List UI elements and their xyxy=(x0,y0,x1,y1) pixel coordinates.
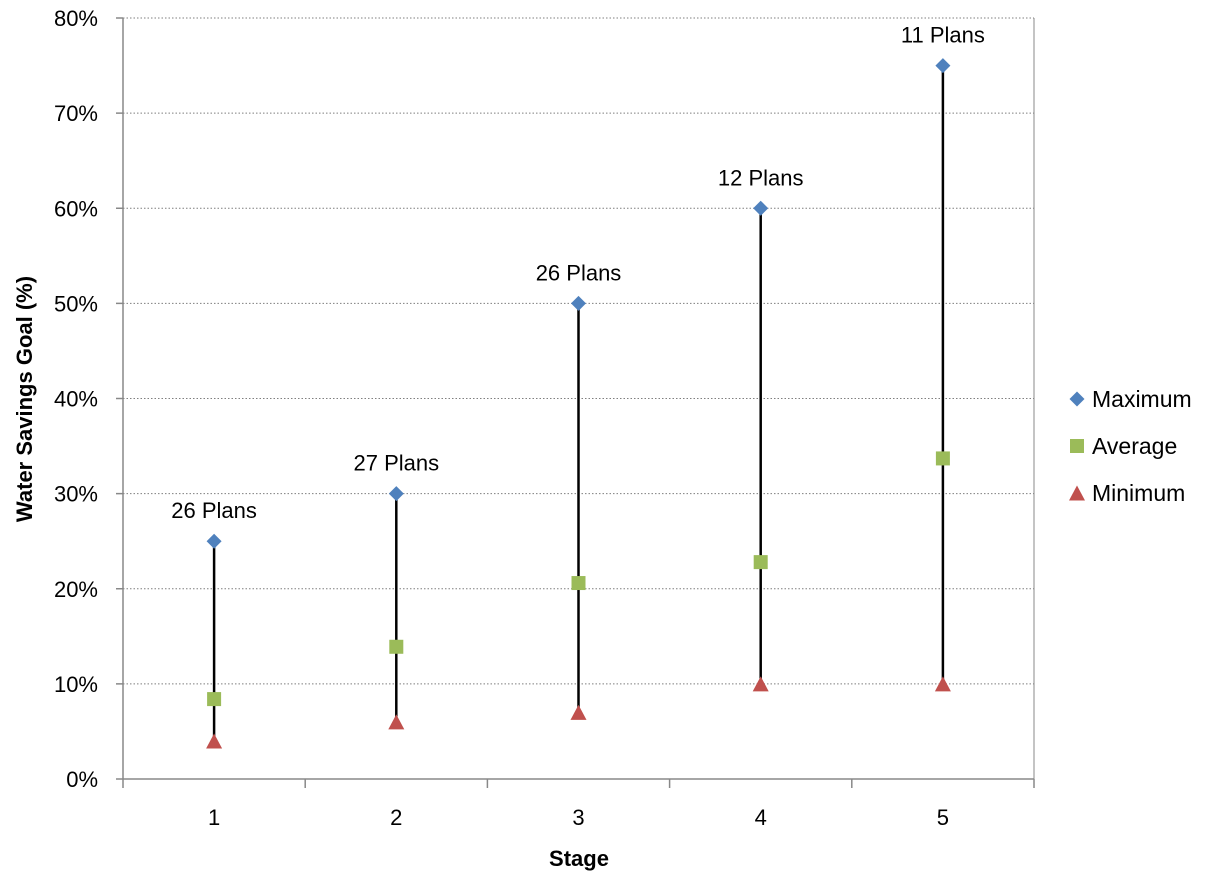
x-tick-label: 3 xyxy=(572,805,584,830)
point-average xyxy=(389,639,404,654)
point-minimum xyxy=(206,733,223,749)
point-minimum xyxy=(752,676,769,692)
y-tick-label: 10% xyxy=(54,672,98,697)
point-average xyxy=(571,576,586,591)
point-maximum xyxy=(753,200,769,216)
point-minimum xyxy=(570,704,587,720)
point-average xyxy=(935,451,950,466)
data-marks xyxy=(206,58,951,749)
point-minimum xyxy=(934,676,951,692)
axes-layer: 0% 10% 20% 30% 40% 50% 60% 70% 80% 1 2 3 4 5 xyxy=(54,6,1035,830)
y-tick-label: 20% xyxy=(54,577,98,602)
plan-count-label: 11 Plans xyxy=(901,23,985,48)
point-average xyxy=(753,555,768,570)
x-tick-label: 5 xyxy=(937,805,949,830)
legend-label-minimum: Minimum xyxy=(1092,480,1185,506)
point-maximum xyxy=(388,486,404,502)
plan-labels: 26 Plans 27 Plans 26 Plans 12 Plans 11 Plans xyxy=(171,23,985,524)
plan-count-label: 12 Plans xyxy=(718,165,804,190)
legend-marker-minimum xyxy=(1069,485,1085,501)
x-tick-label: 1 xyxy=(208,805,220,830)
y-tick-label: 80% xyxy=(54,6,98,31)
plan-count-label: 26 Plans xyxy=(171,498,257,523)
x-tick-label: 2 xyxy=(390,805,402,830)
plan-count-label: 27 Plans xyxy=(353,451,439,476)
y-tick-label: 0% xyxy=(66,767,98,792)
legend-label-maximum: Maximum xyxy=(1092,386,1192,412)
legend-marker-maximum xyxy=(1069,391,1085,407)
y-axis-title: Water Savings Goal (%) xyxy=(12,276,37,522)
y-tick-label: 70% xyxy=(54,101,98,126)
point-maximum xyxy=(206,533,222,549)
range-lines xyxy=(212,65,945,741)
legend: Maximum Average Minimum xyxy=(1069,386,1192,506)
x-tick-label: 4 xyxy=(755,805,767,830)
y-tick-label: 30% xyxy=(54,482,98,507)
x-axis-title: Stage xyxy=(549,846,609,871)
y-tick-label: 50% xyxy=(54,291,98,316)
point-maximum xyxy=(935,58,951,74)
point-maximum xyxy=(571,295,586,311)
point-minimum xyxy=(388,714,405,730)
y-tick-label: 40% xyxy=(54,387,98,412)
plan-count-label: 26 Plans xyxy=(536,260,622,285)
y-tick-label: 60% xyxy=(54,196,98,221)
legend-label-average: Average xyxy=(1092,433,1177,459)
legend-marker-average xyxy=(1070,439,1084,453)
point-average xyxy=(207,692,222,707)
